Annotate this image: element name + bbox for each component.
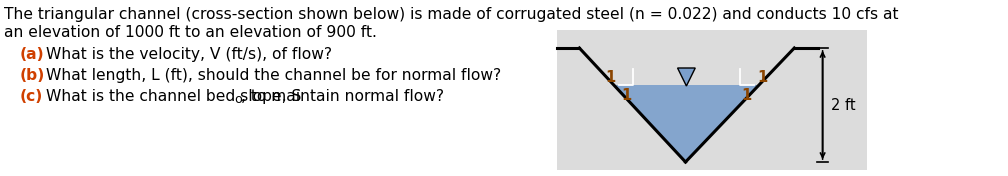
Bar <box>557 30 867 170</box>
Text: , to maintain normal flow?: , to maintain normal flow? <box>241 89 444 104</box>
Polygon shape <box>614 85 759 162</box>
Text: (c): (c) <box>19 89 42 104</box>
Text: o: o <box>235 93 242 106</box>
Text: 2 ft: 2 ft <box>832 98 856 112</box>
Text: 1: 1 <box>742 88 752 103</box>
Text: What is the velocity, V (ft/s), of flow?: What is the velocity, V (ft/s), of flow? <box>46 47 332 62</box>
Polygon shape <box>677 68 696 86</box>
Text: The triangular channel (cross-section shown below) is made of corrugated steel (: The triangular channel (cross-section sh… <box>4 7 898 22</box>
Text: 1: 1 <box>621 88 631 103</box>
Text: What is the channel bed slope, S: What is the channel bed slope, S <box>46 89 301 104</box>
Text: (a): (a) <box>19 47 44 62</box>
Text: What length, L (ft), should the channel be for normal flow?: What length, L (ft), should the channel … <box>46 68 501 83</box>
Text: (b): (b) <box>19 68 44 83</box>
Text: 1: 1 <box>606 70 616 84</box>
Text: an elevation of 1000 ft to an elevation of 900 ft.: an elevation of 1000 ft to an elevation … <box>4 25 376 40</box>
Text: 1: 1 <box>757 70 767 84</box>
